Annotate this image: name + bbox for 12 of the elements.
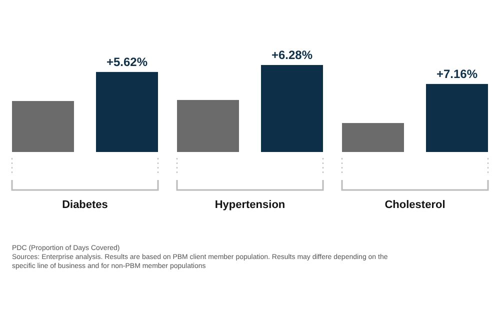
bar: [426, 84, 488, 152]
text: +6.28%: [271, 48, 313, 62]
bar: [12, 101, 74, 152]
annotation: +5.62%: [106, 54, 148, 69]
bar: [177, 100, 239, 152]
bar: [96, 72, 158, 152]
bar: [261, 65, 323, 152]
annotation: +7.16%: [436, 66, 478, 81]
x-tick-label: Cholesterol: [384, 199, 446, 211]
bar: [342, 123, 404, 152]
x-tick-label: Diabetes: [62, 199, 108, 211]
x-tick-label: Hypertension: [214, 199, 286, 211]
